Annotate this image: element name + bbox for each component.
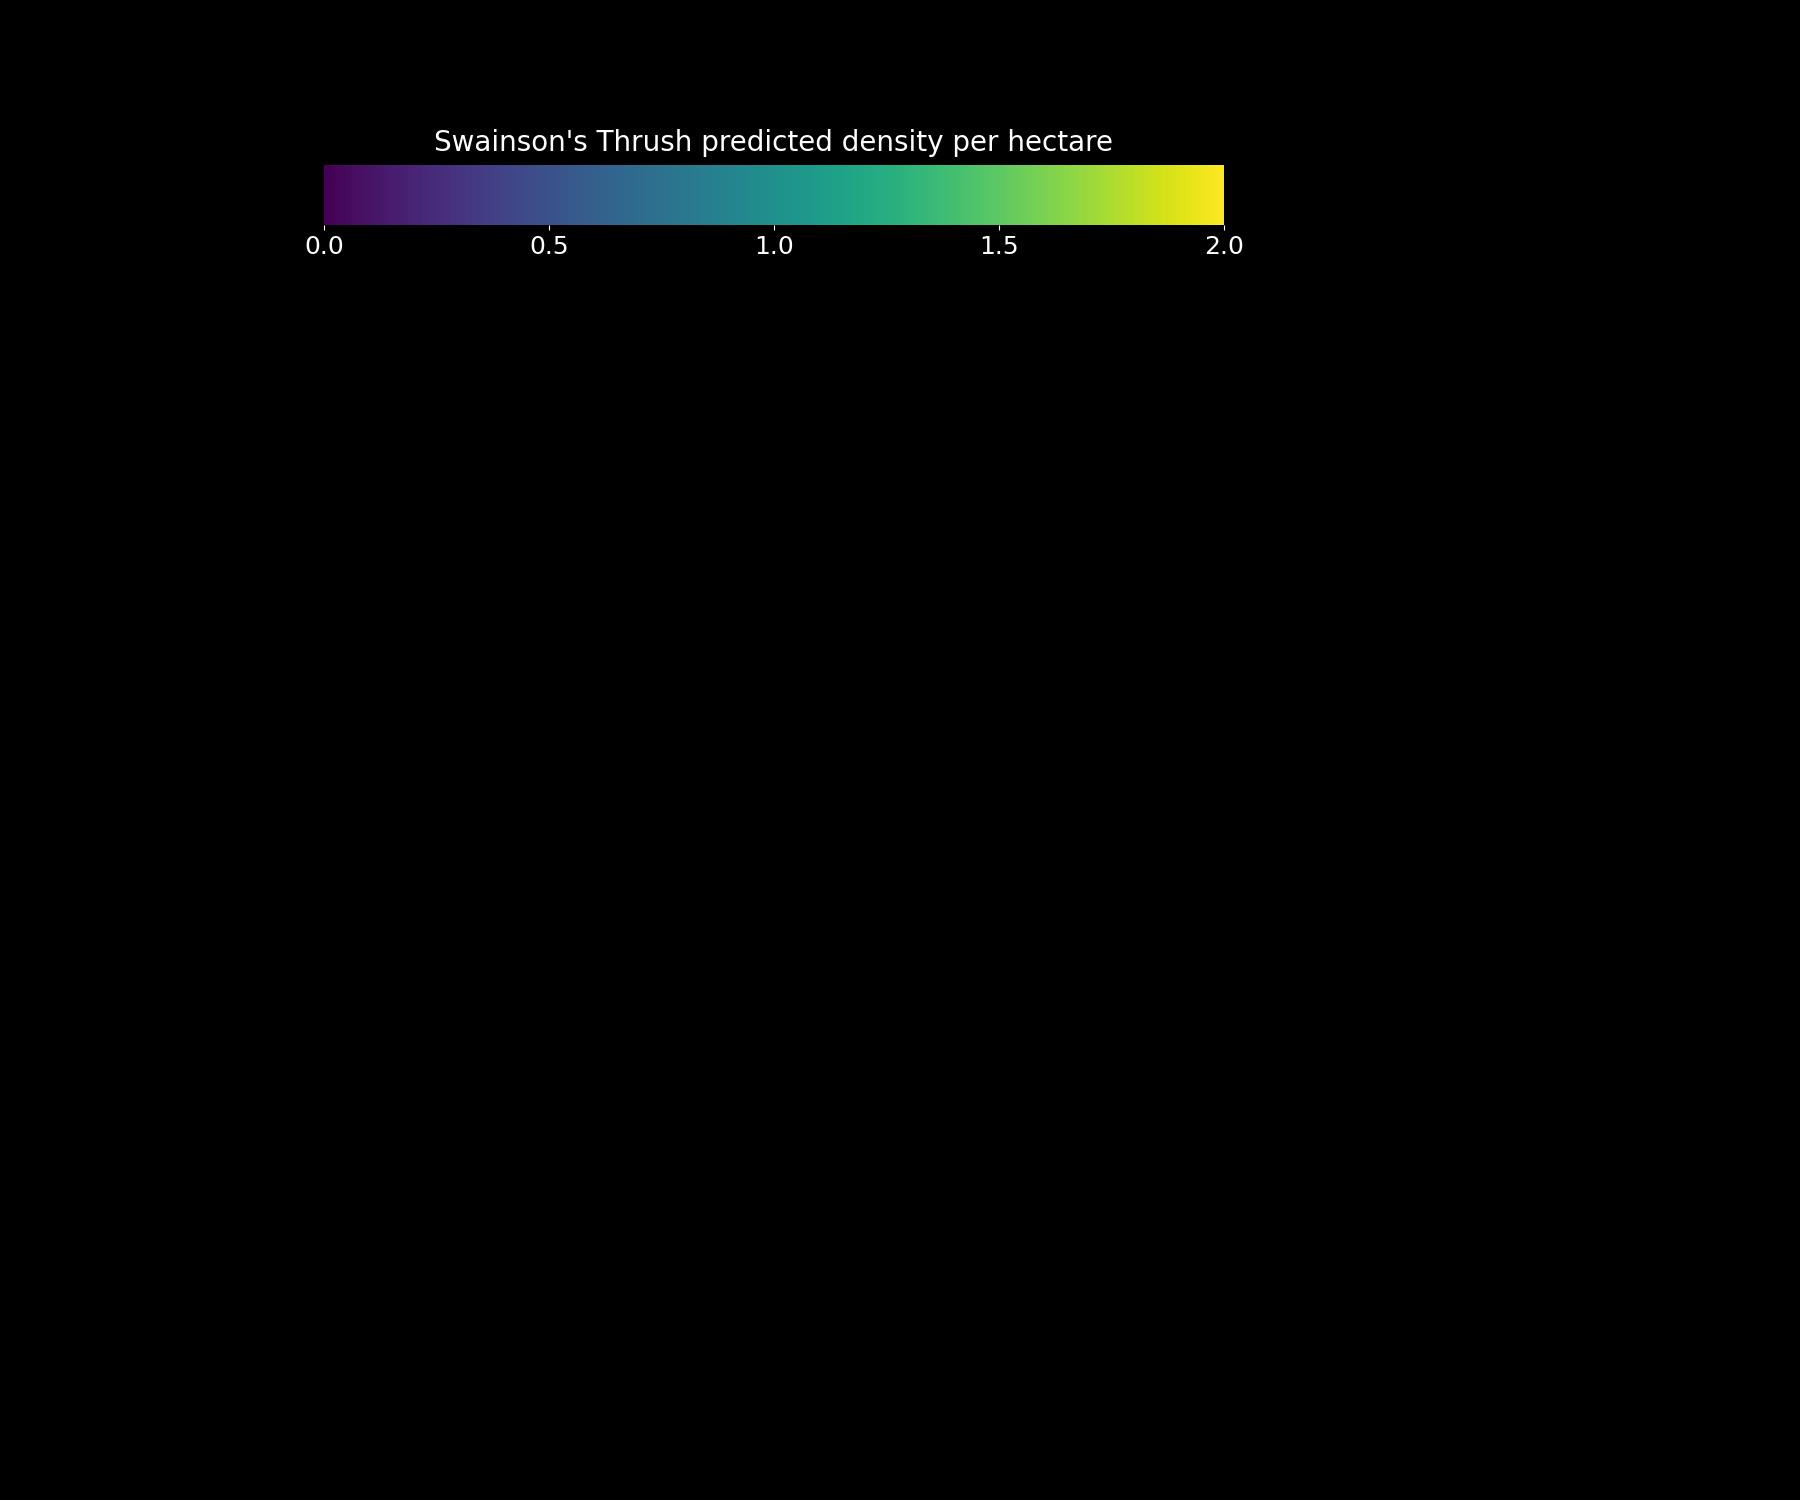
X-axis label: Swainson's Thrush predicted density per hectare: Swainson's Thrush predicted density per … [434, 129, 1114, 158]
